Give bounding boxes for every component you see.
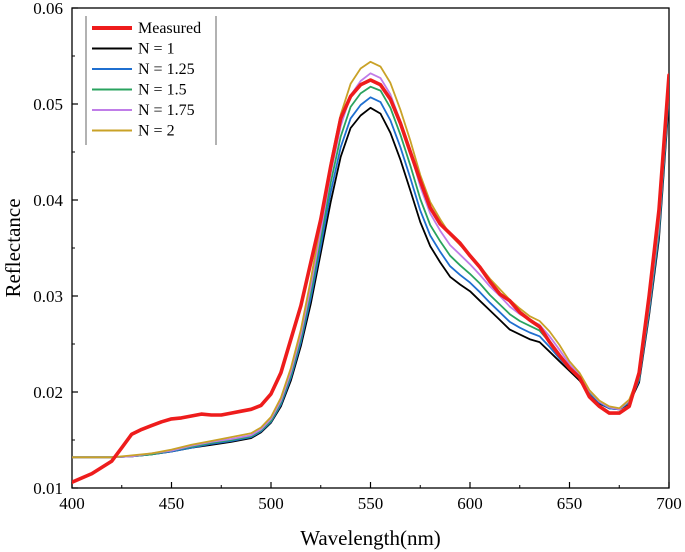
x-tick-label: 600: [457, 494, 483, 513]
legend-label: N = 1.5: [138, 82, 187, 99]
x-tick-label: 550: [358, 494, 384, 513]
x-tick-label: 650: [557, 494, 583, 513]
y-tick-label: 0.06: [33, 0, 63, 18]
axes: 400 450 500 550 600 650 700 0.01 0.02 0.03 0.04 0.0…: [33, 0, 682, 513]
x-tick-label: 700: [656, 494, 682, 513]
y-tick-label: 0.05: [33, 95, 63, 114]
x-tick-label: 400: [59, 494, 85, 513]
y-tick-label: 0.04: [33, 191, 63, 210]
series-line-n-2: [72, 60, 669, 459]
y-axis-title: Reflectance: [1, 198, 25, 297]
y-tick-label: 0.03: [33, 287, 63, 306]
legend-label: N = 2: [138, 123, 175, 140]
series-line-measured: [72, 73, 669, 485]
legend-label: Measured: [138, 20, 201, 37]
legend-label: N = 1: [138, 41, 175, 58]
legend-label: N = 1.75: [138, 102, 195, 119]
legend-background: [86, 16, 216, 145]
x-tick-label: 500: [258, 494, 284, 513]
y-tick-label: 0.02: [33, 383, 63, 402]
plot-series: [72, 60, 669, 485]
legend: Measured N = 1 N = 1.25 N = 1.5 N = 1.75 N = …: [85, 16, 217, 145]
y-tick-label: 0.01: [33, 479, 63, 498]
legend-label: N = 1.25: [138, 61, 195, 78]
x-tick-label: 450: [159, 494, 185, 513]
x-axis-title: Wavelength(nm): [300, 526, 441, 550]
